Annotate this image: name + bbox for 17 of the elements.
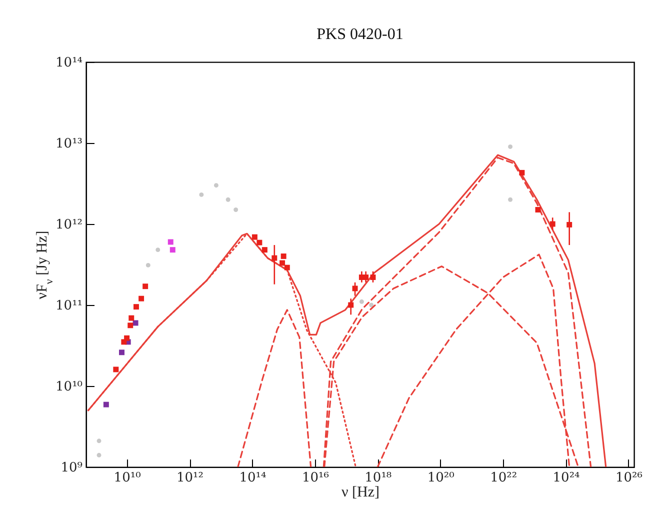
x-tick-label: 10²² xyxy=(490,470,518,486)
y-tick-label: 10⁹ xyxy=(60,460,82,476)
x-tick-label: 10¹⁶ xyxy=(302,470,329,486)
y-tick-label: 10¹⁴ xyxy=(56,56,82,70)
y-tick-label: 10¹³ xyxy=(56,136,82,152)
y-tick-label: 10¹⁰ xyxy=(56,380,82,394)
x-tick-label: 10²⁰ xyxy=(427,470,454,486)
y-tick-label: 10¹² xyxy=(56,218,82,232)
chart-title: PKS 0420-01 xyxy=(316,26,404,43)
x-axis-title: ν [Hz] xyxy=(341,484,380,500)
x-tick-label: 10²⁶ xyxy=(615,470,642,486)
x-tick-label: 10²⁴ xyxy=(552,470,580,486)
x-tick-label: 10¹⁴ xyxy=(239,470,266,486)
x-tick-label: 10¹⁰ xyxy=(114,470,141,486)
y-tick-label: 10¹¹ xyxy=(56,298,82,314)
x-tick-label: 10¹² xyxy=(176,470,204,486)
x-tick-label: 10¹⁸ xyxy=(364,470,392,486)
